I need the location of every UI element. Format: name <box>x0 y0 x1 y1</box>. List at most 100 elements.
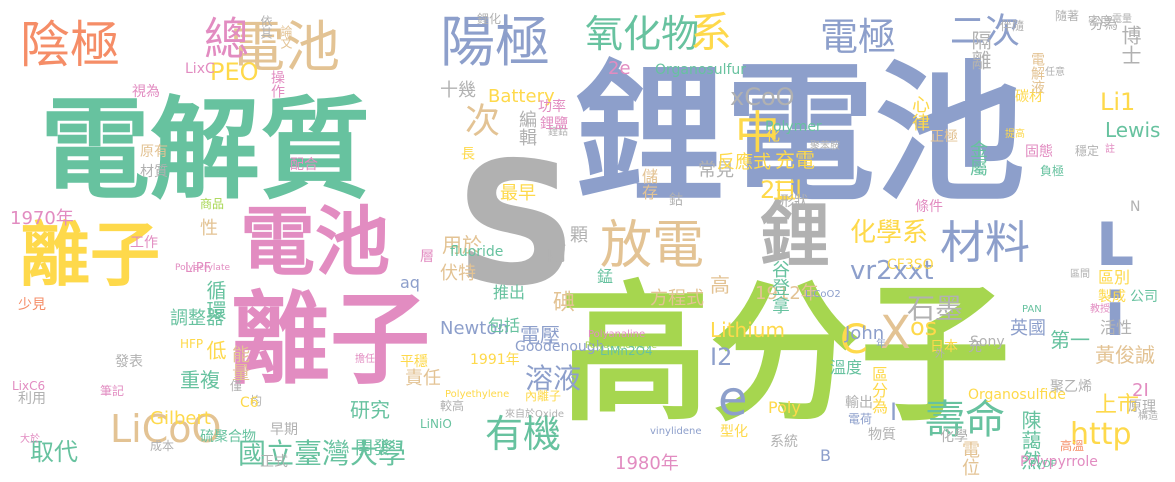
word-pvdf-116: PVDF <box>1030 459 1057 470</box>
word-cjk-108: 日本 <box>930 339 958 355</box>
word-cjk-51: 碘 <box>549 290 574 312</box>
word-cjk-86: 平穩 <box>400 354 428 370</box>
word-cjk-153: 系統 <box>770 434 798 450</box>
word-lewis-59: Lewis <box>1105 118 1161 142</box>
word-cjk-101: 鈷 <box>667 192 683 206</box>
word-b-134: B <box>820 446 831 465</box>
word-licoo2-119: LiCoO2 <box>805 289 841 300</box>
word-cjk-50: 電壓 <box>520 323 560 347</box>
word-cjk-48: 研究 <box>350 398 390 422</box>
word-cjk-3: 電解質 <box>40 86 370 214</box>
word-cjk-154: 正式 <box>260 454 288 470</box>
word-cjk-187: 高溫 <box>1060 439 1085 453</box>
word-cjk-74: 伏特 <box>440 263 476 284</box>
word-http-30: http <box>1070 417 1132 452</box>
word-lixc6-120: LixC6 <box>12 379 46 393</box>
word-cjk-157: 活性 <box>1100 318 1133 337</box>
word-peo-34: PEO <box>210 58 259 86</box>
word-s-5: S <box>455 126 578 324</box>
word-cjk-136: 三 <box>768 178 796 202</box>
word-cjk-14: 材料 <box>940 216 1031 269</box>
word-lithium-54: Lithium <box>710 318 785 342</box>
word-cjk-172: 構造 <box>1138 411 1158 422</box>
word-cjk-173: 電解液 <box>1029 52 1045 94</box>
word-cjk-35: 博士 <box>1118 25 1142 65</box>
word-polyethylene-113: Polyethylene <box>445 389 510 400</box>
word-cjk-98: 常見 <box>698 160 734 181</box>
word-cjk-81: 英國 <box>1010 318 1046 339</box>
word-cjk-163: 提高 <box>1005 129 1025 140</box>
word-cjk-41: 心律 <box>909 95 930 131</box>
word-cjk-1: 鋰電池 <box>575 48 1026 222</box>
word-cjk-150: 大於 <box>20 434 40 445</box>
word-cjk-73: 性 <box>200 218 218 239</box>
word-cjk-45: 調整器 <box>170 308 224 329</box>
word-e-21: e <box>718 371 748 427</box>
word-cjk-23: 有機 <box>485 412 562 456</box>
word-cjk-69: 責任 <box>405 368 441 389</box>
word-cjk-149: 利用 <box>18 391 46 407</box>
word-cjk-26: 次 <box>465 102 501 142</box>
word-i2-64: I2 <box>710 343 733 371</box>
word-cjk-65: 第一 <box>1050 328 1090 352</box>
word-polyanaline-114: Polyanaline <box>588 329 646 340</box>
word-cjk-84: 條件 <box>915 199 943 215</box>
word-lipf-124: LiPF <box>185 261 212 276</box>
word-cjk-7: 陽極 <box>440 10 551 74</box>
word-cjk-76: 兩 <box>543 243 567 263</box>
word-cjk-189: 來自於 <box>505 409 535 420</box>
word-john-80: John <box>845 323 885 344</box>
word-cjk-56: 黃俊誠 <box>1095 343 1155 367</box>
word-cjk-38: 十幾 <box>440 80 476 101</box>
word-polypyrrole-115: Polypyrrole <box>1020 454 1098 470</box>
word-cjk-15: 放電 <box>600 216 705 276</box>
word-gilbert-55: Gilbert <box>150 408 211 429</box>
word-organosulfide-110: Organosulfide <box>968 387 1066 403</box>
word-cjk-13: 總 <box>196 15 249 60</box>
word-cjk-167: 年 <box>876 339 886 350</box>
word-cjk-97: 充電 <box>775 148 815 172</box>
word-cjk-24: 溶液 <box>525 362 582 395</box>
word-lixc-121: LixC <box>185 61 215 77</box>
word-cjk-12: 二次 <box>950 12 1021 52</box>
word-cjk-83: 發表 <box>115 354 143 370</box>
word-cjk-95: 輸出 <box>845 395 873 411</box>
word-cjk-11: 系 <box>690 8 733 57</box>
word-hfp-125: HFP <box>180 337 204 351</box>
word-cjk-155: 區別 <box>1098 268 1131 287</box>
word-x-28: X <box>880 306 911 359</box>
word-cjk-71: 能量 <box>229 345 250 381</box>
word-limn2o4-117: LiMn2O4 <box>600 344 653 358</box>
word-cjk-179: 負極 <box>1040 164 1065 178</box>
word-goodenough-79: Goodenough <box>515 339 605 355</box>
word-cjk-6: 電池 <box>230 15 341 79</box>
word-cjk-142: 操作 <box>269 70 285 98</box>
word-licoo-22: LiCoO <box>110 407 222 451</box>
word-cjk-107: 錳 <box>594 268 613 284</box>
word-cjk-156: 製成 <box>1098 289 1126 305</box>
word-cjk-147: 工作 <box>130 235 158 251</box>
word-vinylidene-128: vinylidene <box>650 426 702 437</box>
word-cjk-177: 聚乙烯 <box>1050 379 1092 395</box>
word-cjk-19: 鋰 <box>760 194 830 276</box>
word-cjk-138: 長 <box>459 146 475 160</box>
word-cjk-9: 電極 <box>820 15 897 59</box>
word-cjk-90: 均 <box>250 394 263 408</box>
word-cjk-8: 陰極 <box>20 16 120 74</box>
word-cjk-104: 密度 <box>1088 14 1113 28</box>
word-cjk-17: 電池 <box>240 198 391 286</box>
word-cjk-99: 反應式 <box>717 152 771 173</box>
word-cf3so-123: CF3SO <box>887 257 934 273</box>
word-cjk-96: 物質 <box>868 427 896 443</box>
word-cjk-25: 中 <box>735 106 781 159</box>
word-cjk-68: 上市 <box>1095 393 1140 418</box>
word-cjk-93: 區分為 <box>869 366 888 414</box>
word-li1-58: Li1 <box>1100 88 1136 116</box>
word-cjk-162: 區間 <box>1070 269 1090 280</box>
word-cjk-57: 陳藹然 <box>1018 410 1042 470</box>
word-cjk-160: 教授 <box>1090 304 1110 315</box>
word-cjk-182: 隨著 <box>1055 9 1080 23</box>
word-linio-118: LiNiO <box>420 417 452 431</box>
word-cjk-91: 硫聚合物 <box>200 429 256 445</box>
